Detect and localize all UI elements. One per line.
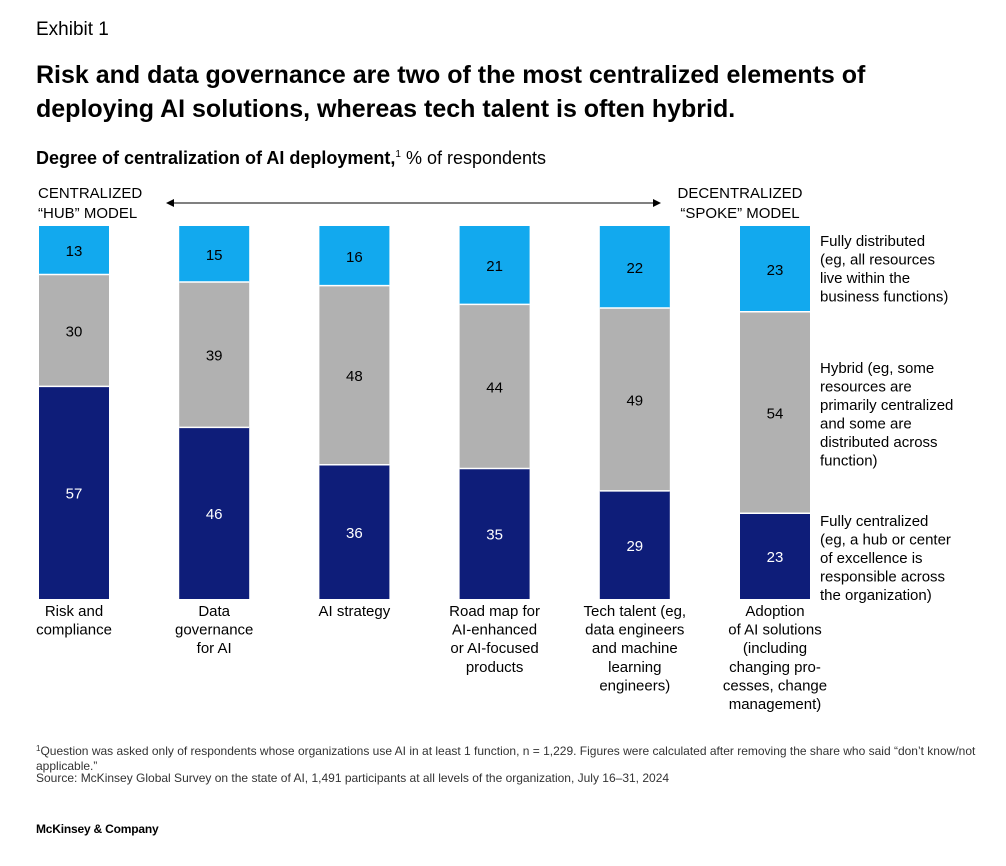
- category-label: AI strategy: [319, 603, 391, 620]
- bar-segment: [740, 226, 810, 312]
- category-label: management): [729, 696, 822, 713]
- data-label: 30: [66, 323, 83, 340]
- bar-segment: [39, 226, 109, 275]
- bar-segment: [319, 464, 390, 599]
- bar-segment: [459, 468, 530, 599]
- legend-label: Hybrid (eg, some: [820, 360, 934, 377]
- legend-label: distributed across: [820, 434, 938, 451]
- data-label: 57: [66, 486, 83, 503]
- chart-title: Risk and data governance are two of the …: [36, 61, 866, 123]
- subtitle-footnote-marker: 1: [395, 149, 401, 160]
- bar-segment: [39, 274, 109, 387]
- bar-segment: [39, 386, 109, 599]
- data-label: 49: [626, 392, 643, 409]
- bar-segment: [599, 490, 670, 599]
- data-label: 46: [206, 506, 223, 523]
- category-label: changing pro-: [729, 659, 821, 676]
- bar-segment: [740, 311, 810, 514]
- decentralized-pole-line-2: “SPOKE” MODEL: [680, 205, 800, 222]
- category-label: Road map for: [449, 603, 540, 620]
- category-label: governance: [175, 622, 253, 639]
- brand-logo-text: McKinsey & Company: [36, 822, 159, 836]
- legend-label: function): [820, 453, 878, 470]
- legend-label: and some are: [820, 416, 912, 433]
- centralized-pole-label: CENTRALIZED “HUB” MODEL: [38, 184, 142, 224]
- footnote: 1Question was asked only of respondents …: [36, 741, 986, 774]
- bar-segment: [599, 308, 670, 491]
- bar-segment: [459, 304, 530, 469]
- bar-segment: [179, 281, 250, 428]
- data-label: 54: [767, 406, 784, 423]
- legend-label: primarily centralized: [820, 397, 953, 414]
- data-label: 21: [486, 258, 503, 275]
- legend-label: responsible across: [820, 569, 945, 586]
- category-label: for AI: [197, 640, 232, 657]
- data-label: 15: [206, 247, 223, 264]
- centralized-pole-line-2: “HUB” MODEL: [38, 205, 138, 222]
- source-note: Source: McKinsey Global Survey on the st…: [36, 771, 670, 785]
- legend-label: live within the: [820, 270, 910, 287]
- bar-segment: [740, 513, 810, 599]
- category-label: data engineers: [585, 622, 684, 639]
- data-label: 23: [767, 262, 784, 279]
- category-label: learning: [608, 659, 661, 676]
- legend-label: of excellence is: [820, 550, 923, 567]
- legend-label: resources are: [820, 379, 912, 396]
- category-label: Risk and: [45, 603, 103, 620]
- category-label: and machine: [592, 640, 678, 657]
- subtitle-bold: Degree of centralization of AI deploymen…: [36, 148, 396, 168]
- data-label: 22: [626, 260, 643, 277]
- decentralized-pole-line-1: DECENTRALIZED: [677, 185, 803, 202]
- centralized-pole-line-1: CENTRALIZED: [38, 185, 143, 202]
- bar-segment: [319, 285, 390, 465]
- category-label: compliance: [36, 622, 112, 639]
- legend-label: Fully centralized: [820, 513, 928, 530]
- category-label: or AI-focused: [450, 640, 538, 657]
- category-label: Tech talent (eg,: [584, 603, 687, 620]
- category-label: AI-enhanced: [452, 622, 537, 639]
- category-label: products: [466, 659, 524, 676]
- legend-label: business functions): [820, 289, 948, 306]
- data-label: 36: [346, 525, 363, 542]
- category-label: Adoption: [745, 603, 804, 620]
- data-label: 13: [66, 243, 83, 260]
- data-label: 29: [626, 538, 643, 555]
- bar-segment: [319, 226, 390, 286]
- legend-label: (eg, a hub or center: [820, 532, 951, 549]
- bar-segment: [599, 226, 670, 309]
- footnote-marker: 1: [36, 744, 41, 753]
- category-label: of AI solutions: [728, 622, 821, 639]
- bar-segment: [459, 226, 530, 305]
- bar-segment: [179, 226, 250, 282]
- category-label: cesses, change: [723, 677, 827, 694]
- data-label: 39: [206, 348, 223, 365]
- arrowhead-left-icon: [166, 199, 174, 207]
- legend-label: (eg, all resources: [820, 252, 935, 269]
- subtitle-unit: % of respondents: [400, 148, 547, 168]
- data-label: 48: [346, 368, 363, 385]
- exhibit-label: Exhibit 1: [36, 19, 109, 40]
- category-label: (including: [743, 640, 807, 657]
- chart-subtitle: Degree of centralization of AI deploymen…: [36, 148, 546, 169]
- data-label: 44: [486, 379, 503, 396]
- data-label: 16: [346, 249, 363, 266]
- legend-label: Fully distributed: [820, 233, 925, 250]
- decentralized-pole-label: DECENTRALIZED “SPOKE” MODEL: [670, 184, 810, 224]
- arrowhead-right-icon: [653, 199, 661, 207]
- data-label: 23: [767, 549, 784, 566]
- category-label: Data: [198, 603, 230, 620]
- bar-segment: [179, 427, 250, 599]
- category-label: engineers): [599, 677, 670, 694]
- legend-label: the organization): [820, 587, 932, 604]
- data-label: 35: [486, 527, 503, 544]
- footnote-text: Question was asked only of respondents w…: [36, 744, 976, 773]
